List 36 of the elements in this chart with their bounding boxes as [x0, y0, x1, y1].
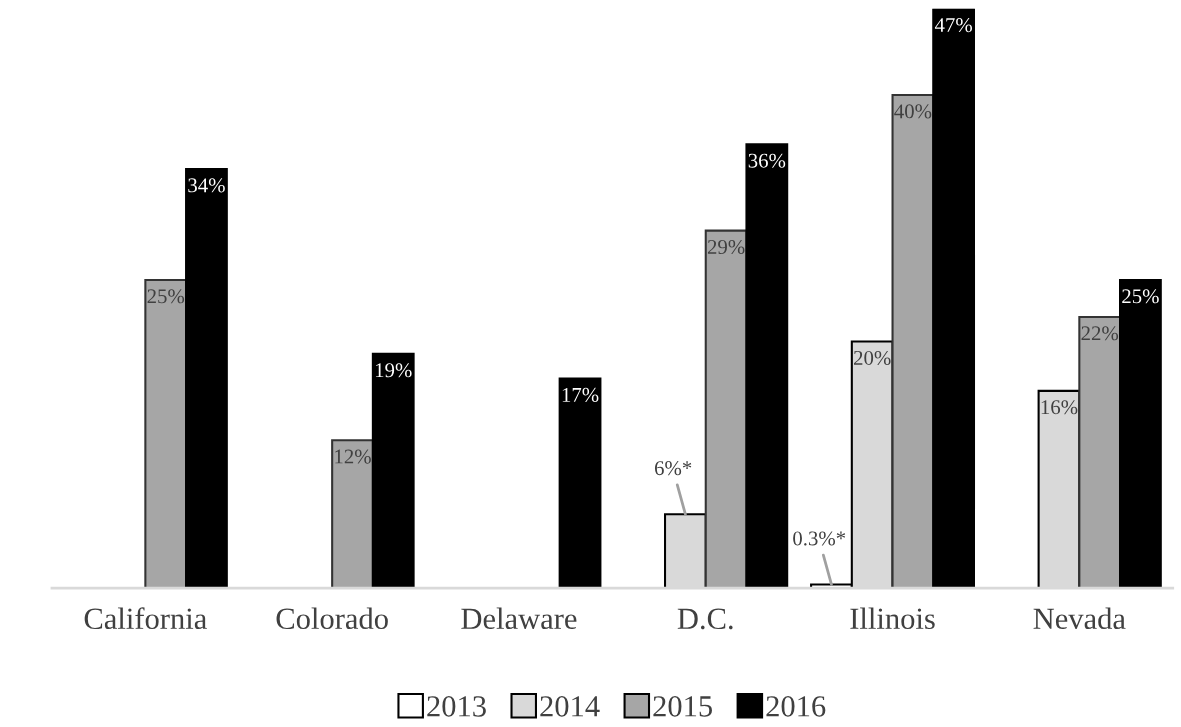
data-label: 36%	[748, 153, 786, 168]
bar	[932, 8, 976, 589]
legend-label: 2016	[766, 696, 826, 717]
data-label: 47%	[934, 18, 973, 33]
data-label: 12%	[335, 449, 371, 464]
x-tick-label: Delaware	[461, 607, 577, 630]
bar	[558, 377, 602, 589]
x-tick-label: Illinois	[850, 607, 935, 630]
data-label: 29%	[707, 239, 745, 255]
bar	[331, 439, 374, 589]
bar	[704, 229, 748, 589]
data-label: 17%	[562, 387, 599, 402]
legend-label: 2015	[653, 696, 712, 717]
bar	[891, 93, 935, 589]
bar	[371, 352, 415, 589]
data-label: 40%	[894, 104, 932, 119]
x-tick-label: Colorado	[276, 607, 388, 630]
data-label: 6%*	[654, 461, 692, 476]
bar	[144, 278, 188, 589]
x-tick-label: California	[84, 607, 207, 630]
data-label: 34%	[188, 178, 225, 193]
data-label: 25%	[1122, 289, 1159, 304]
data-label: 22%	[1081, 326, 1119, 341]
data-label: 19%	[375, 363, 412, 378]
legend-label: 2014	[540, 696, 600, 717]
bar	[1119, 278, 1162, 589]
bar	[745, 143, 789, 589]
x-tick-label: Nevada	[1033, 607, 1126, 630]
bar	[185, 167, 228, 589]
data-label: 25%	[147, 289, 185, 304]
data-label: 0.3%*	[793, 531, 846, 546]
legend-label: 2013	[427, 696, 486, 717]
data-label: 20%	[854, 350, 891, 365]
data-label: 16%	[1041, 400, 1078, 415]
bar	[1078, 315, 1122, 589]
x-tick-label: D.C.	[677, 608, 733, 630]
